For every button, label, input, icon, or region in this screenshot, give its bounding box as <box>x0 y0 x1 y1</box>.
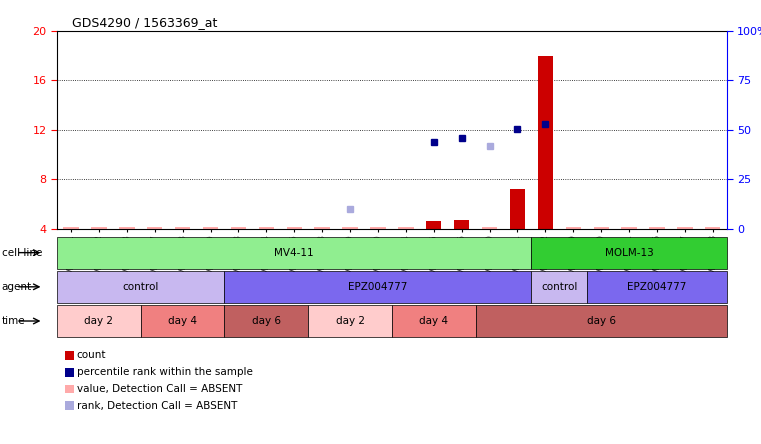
Text: day 6: day 6 <box>252 316 281 326</box>
Text: day 4: day 4 <box>419 316 448 326</box>
Bar <box>622 227 637 229</box>
Text: control: control <box>123 282 159 292</box>
Text: control: control <box>541 282 578 292</box>
Bar <box>454 220 470 229</box>
Bar <box>482 227 497 229</box>
Bar <box>175 227 190 229</box>
Bar <box>231 227 246 229</box>
Bar <box>342 227 358 229</box>
Text: EPZ004777: EPZ004777 <box>349 282 408 292</box>
Bar <box>259 227 274 229</box>
Text: count: count <box>77 350 107 360</box>
Text: day 2: day 2 <box>84 316 113 326</box>
Text: time: time <box>2 316 25 326</box>
Text: EPZ004777: EPZ004777 <box>627 282 686 292</box>
Bar <box>677 227 693 229</box>
Bar <box>57 31 727 229</box>
Bar <box>91 227 107 229</box>
Bar <box>565 227 581 229</box>
Text: cell line: cell line <box>2 248 42 258</box>
Bar <box>119 227 135 229</box>
Bar <box>426 221 441 229</box>
Bar <box>398 227 413 229</box>
Bar <box>287 227 302 229</box>
Bar <box>649 227 664 229</box>
Bar <box>63 227 78 229</box>
Bar <box>594 227 609 229</box>
Text: MV4-11: MV4-11 <box>275 248 314 258</box>
Text: MOLM-13: MOLM-13 <box>605 248 654 258</box>
Bar <box>705 227 721 229</box>
Bar <box>147 227 162 229</box>
Bar <box>538 56 553 229</box>
Text: agent: agent <box>2 282 32 292</box>
Text: value, Detection Call = ABSENT: value, Detection Call = ABSENT <box>77 384 242 394</box>
Text: GDS4290 / 1563369_at: GDS4290 / 1563369_at <box>72 16 218 29</box>
Text: day 4: day 4 <box>168 316 197 326</box>
Bar <box>314 227 330 229</box>
Bar <box>203 227 218 229</box>
Text: percentile rank within the sample: percentile rank within the sample <box>77 367 253 377</box>
Text: day 2: day 2 <box>336 316 365 326</box>
Text: day 6: day 6 <box>587 316 616 326</box>
Bar <box>371 227 386 229</box>
Bar <box>510 189 525 229</box>
Text: rank, Detection Call = ABSENT: rank, Detection Call = ABSENT <box>77 401 237 411</box>
